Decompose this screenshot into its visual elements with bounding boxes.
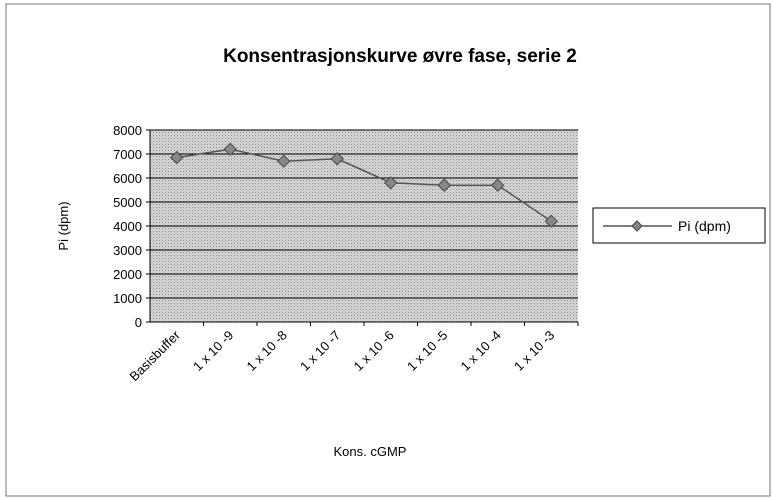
marker bbox=[170, 150, 184, 165]
marker bbox=[437, 178, 451, 192]
x-tick-label: Basisbuffer bbox=[126, 327, 183, 384]
x-tick-label: 1 x 10 -3 bbox=[511, 328, 557, 374]
y-tick-label: 4000 bbox=[113, 219, 142, 234]
x-tick-label: 1 x 10 -6 bbox=[350, 328, 396, 374]
y-tick-label: 5000 bbox=[113, 195, 142, 210]
x-tick-label: 1 x 10 -9 bbox=[190, 328, 236, 374]
marker bbox=[330, 152, 344, 166]
y-axis-label: Pi (dpm) bbox=[56, 201, 71, 250]
y-tick-label: 7000 bbox=[113, 147, 142, 162]
x-tick-label: 1 x 10 -8 bbox=[243, 328, 289, 374]
chart-title: Konsentrasjonskurve øvre fase, serie 2 bbox=[223, 46, 577, 67]
x-axis-label: Kons. cGMP bbox=[334, 444, 407, 459]
legend-marker bbox=[631, 220, 643, 232]
y-tick-label: 3000 bbox=[113, 243, 142, 258]
marker bbox=[277, 154, 291, 168]
y-tick-label: 6000 bbox=[113, 171, 142, 186]
y-tick-label: 8000 bbox=[113, 123, 142, 138]
line bbox=[176, 148, 552, 222]
legend-label: Pi (dpm) bbox=[678, 218, 731, 234]
x-tick-label: 1 x 10 -5 bbox=[404, 328, 450, 374]
marker bbox=[491, 178, 505, 192]
y-tick-label: 1000 bbox=[113, 291, 142, 306]
frame bbox=[5, 3, 771, 497]
x-tick-label: 1 x 10 -7 bbox=[297, 328, 343, 374]
y-tick-label: 2000 bbox=[113, 267, 142, 282]
y-tick-label: 0 bbox=[135, 315, 142, 330]
marker bbox=[384, 176, 398, 190]
x-tick-label: 1 x 10 -4 bbox=[457, 328, 503, 374]
marker bbox=[544, 214, 558, 228]
marker bbox=[223, 142, 237, 156]
